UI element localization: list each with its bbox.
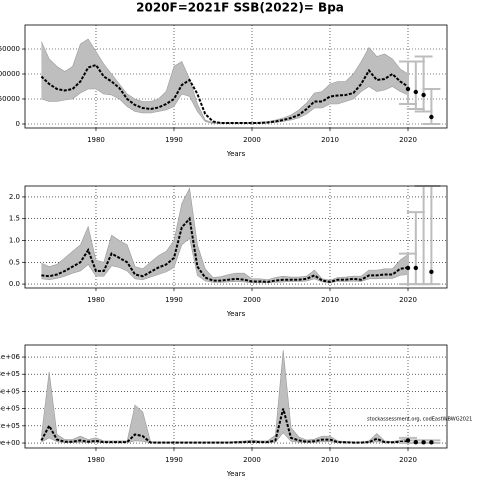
y-tick-label: 6e+05 <box>0 387 20 395</box>
y-tick-label: 1.0 <box>9 236 20 244</box>
x-tick-label: 2010 <box>321 136 339 144</box>
x-axis-label: Years <box>226 470 246 478</box>
estimate-line <box>41 216 409 283</box>
x-tick-label: 1980 <box>87 136 105 144</box>
x-tick-label: 2000 <box>243 456 261 464</box>
x-tick-label: 1990 <box>165 456 183 464</box>
x-tick-label: 2000 <box>243 296 261 304</box>
x-tick-label: 1980 <box>87 456 105 464</box>
estimate-line <box>40 408 409 444</box>
lower-bound <box>41 86 409 124</box>
plot-frame <box>24 344 448 449</box>
panel: 1980 1990 2000 2010 2020 0 50000 100000 150000 Ye… <box>0 24 448 158</box>
plot-frame <box>24 185 448 289</box>
x-tick-label: 2010 <box>321 296 339 304</box>
lower-bound <box>41 237 409 284</box>
forecast-point <box>429 269 434 275</box>
estimate-line <box>40 63 409 124</box>
y-tick-label: 0.0 <box>9 280 20 288</box>
x-tick-label: 2020 <box>399 456 417 464</box>
y-tick-label: 0.5 <box>9 258 20 266</box>
x-tick-label: 2010 <box>321 456 339 464</box>
plot-frame <box>24 24 448 129</box>
x-tick-label: 2020 <box>399 296 417 304</box>
y-tick-label: 1e+06 <box>0 353 21 361</box>
y-tick-label: 4e+05 <box>0 405 20 413</box>
x-tick-label: 1990 <box>165 296 183 304</box>
forecast-point <box>421 440 426 445</box>
upper-bound <box>41 187 409 281</box>
annotation: stockassessment.org, codEastWBWG2021 <box>367 417 472 423</box>
upper-bound <box>41 38 409 123</box>
x-tick-label: 2000 <box>243 136 261 144</box>
forecast-point <box>405 438 411 443</box>
confidence-band <box>41 188 408 283</box>
upper-bound <box>41 350 409 443</box>
figure-title: 2020F=2021F SSB(2022)= Bpa <box>136 1 344 15</box>
forecast-point <box>421 92 426 98</box>
confidence-band <box>41 350 408 443</box>
y-tick-label: 2.0 <box>9 193 20 201</box>
y-tick-label: 0e+00 <box>0 439 20 447</box>
x-tick-label: 1990 <box>165 136 183 144</box>
y-tick-label: 100000 <box>0 70 20 78</box>
y-tick-label: 1.5 <box>9 215 20 223</box>
forecast-point <box>413 89 418 95</box>
x-tick-label: 1980 <box>87 296 105 304</box>
panel: 1980 1990 2000 2010 2020 0.0 0.5 1.0 1.5 2.0 Years <box>9 185 448 318</box>
forecast-point <box>413 265 418 271</box>
y-tick-label: 50000 <box>0 95 20 103</box>
x-axis-label: Years <box>226 310 246 318</box>
y-tick-label: 2e+05 <box>0 422 20 430</box>
forecast-point <box>429 440 434 445</box>
y-tick-label: 150000 <box>0 45 20 53</box>
x-axis-label: Years <box>226 150 246 158</box>
forecast-point <box>429 114 434 120</box>
forecast-point <box>413 439 418 445</box>
y-tick-label: 8e+05 <box>0 370 20 378</box>
y-tick-label: 0 <box>16 120 20 128</box>
forecast-point <box>405 86 411 92</box>
forecast-point <box>405 265 411 271</box>
panel: 1980 1990 2000 2010 2020 0e+00 2e+05 4e+05 6e+05… <box>0 344 472 478</box>
x-tick-label: 2020 <box>399 136 417 144</box>
